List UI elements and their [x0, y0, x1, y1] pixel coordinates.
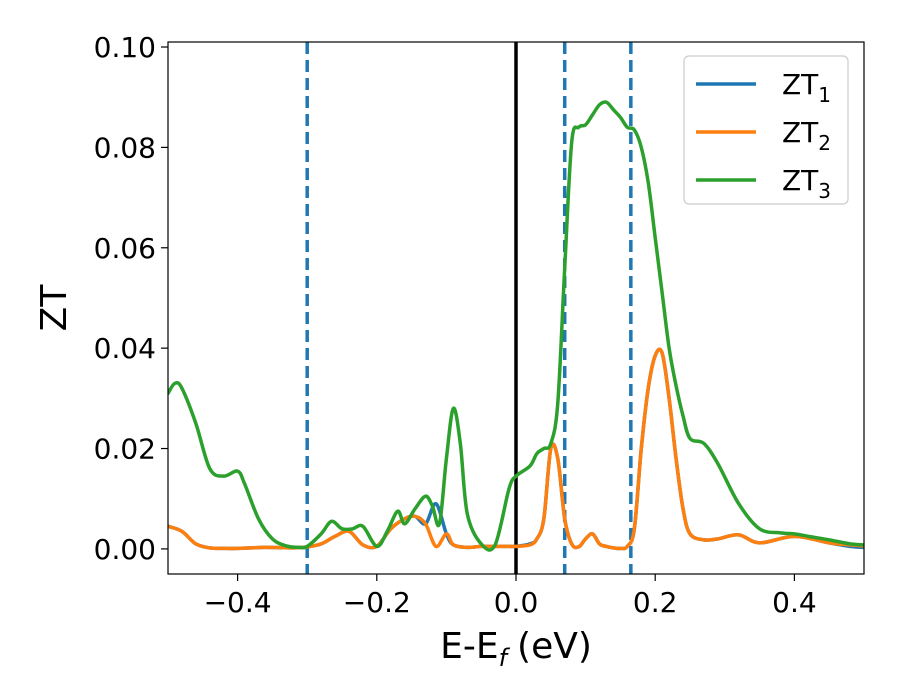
series-layer [168, 100, 864, 552]
y-axis: 0.00 0.02 0.04 0.06 0.08 0.10 [94, 31, 168, 566]
x-axis: −0.4 −0.2 0.0 0.2 0.4 [204, 574, 817, 619]
y-tick-label: 0.00 [94, 533, 156, 566]
x-tick-label: −0.2 [343, 586, 411, 619]
series-line-zt2 [168, 347, 864, 551]
x-axis-label-unit: (eV) [517, 626, 592, 667]
x-tick-label: 0.4 [772, 586, 817, 619]
series-line-zt3 [168, 100, 864, 552]
x-axis-label-subscript: f [499, 644, 511, 672]
reference-lines [305, 42, 633, 574]
x-tick-label: −0.4 [204, 586, 272, 619]
y-tick-label: 0.08 [94, 131, 156, 164]
legend-label-zt2: ZT2 [782, 116, 831, 155]
x-tick-label: 0.0 [494, 586, 539, 619]
legend: ZT1 ZT2 ZT3 [683, 55, 849, 205]
legend-label-zt3: ZT3 [782, 164, 831, 203]
y-axis-label: ZT [34, 284, 75, 332]
y-tick-label: 0.02 [94, 433, 156, 466]
y-tick-label: 0.10 [94, 31, 156, 64]
x-axis-label: E-Ef (eV) [440, 626, 592, 672]
legend-box [683, 55, 849, 205]
legend-label-zt1: ZT1 [782, 68, 831, 107]
y-tick-label: 0.06 [94, 232, 156, 265]
y-tick-label: 0.04 [94, 332, 156, 365]
x-tick-label: 0.2 [633, 586, 678, 619]
